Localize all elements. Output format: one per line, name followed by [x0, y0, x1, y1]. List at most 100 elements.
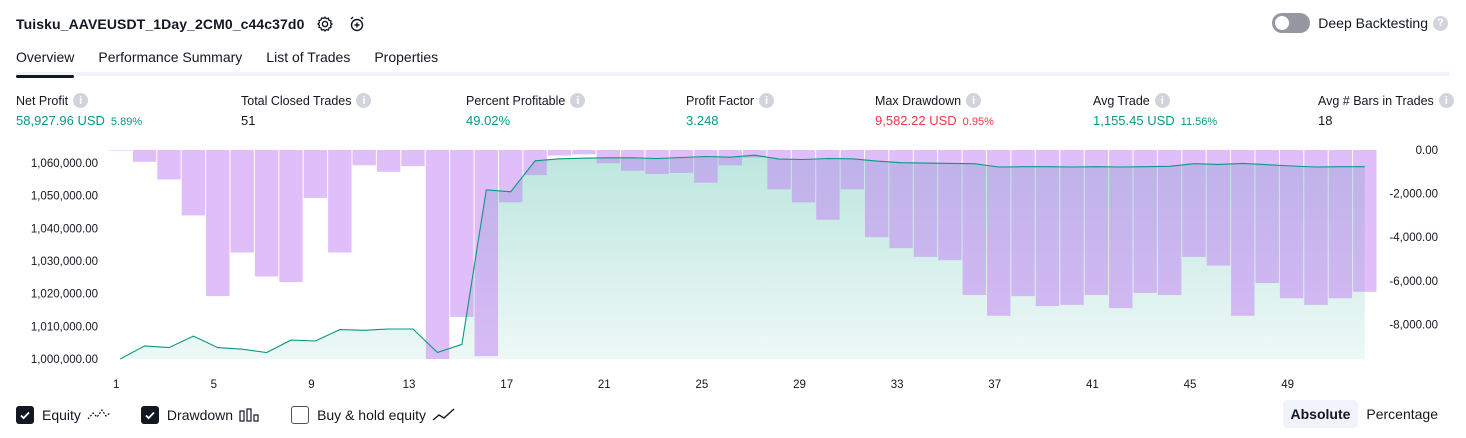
- drawdown-bar[interactable]: [767, 150, 791, 190]
- add-alert-icon[interactable]: [346, 13, 368, 35]
- drawdown-bar[interactable]: [694, 150, 718, 183]
- legend-buy-hold-equity[interactable]: Buy & hold equity: [291, 406, 456, 424]
- drawdown-bar[interactable]: [499, 150, 523, 203]
- drawdown-bar[interactable]: [157, 150, 181, 180]
- checkbox-unchecked-icon[interactable]: [291, 406, 310, 424]
- drawdown-bar[interactable]: [108, 150, 132, 151]
- drawdown-bar[interactable]: [1035, 150, 1060, 306]
- drawdown-bar[interactable]: [230, 150, 254, 253]
- checkbox-checked-icon[interactable]: [140, 406, 159, 424]
- x-tick-label: 49: [1281, 379, 1294, 391]
- chart-canvas: 1,060,000.00 1,050,000.00 1,040,000.00 1,03…: [31, 145, 1438, 391]
- legend-drawdown[interactable]: Drawdown: [140, 406, 261, 424]
- metric-value: 51: [241, 113, 256, 128]
- info-icon[interactable]: i: [356, 93, 372, 108]
- tab-overview[interactable]: Overview: [16, 46, 75, 78]
- metric-label: Avg # Bars in Trades: [1318, 93, 1434, 108]
- chart-legend: Equity Drawdown Buy & hold equity: [16, 402, 486, 428]
- checkbox-checked-icon[interactable]: [16, 406, 34, 424]
- drawdown-bar[interactable]: [1328, 150, 1353, 299]
- drawdown-bar[interactable]: [132, 150, 157, 162]
- metric-profit-factor: Profit Factor i 3.248: [686, 93, 775, 128]
- drawdown-bar[interactable]: [669, 150, 694, 173]
- y-left-tick-label: 1,010,000.00: [31, 321, 98, 333]
- drawdown-bar[interactable]: [621, 150, 645, 171]
- info-icon[interactable]: i: [1154, 93, 1170, 108]
- drawdown-bar[interactable]: [1353, 150, 1377, 292]
- tab-properties[interactable]: Properties: [374, 49, 439, 65]
- view-mode-switch: Absolute Percentage: [1282, 400, 1447, 428]
- y-right-tick-label: -4,000.00: [1389, 232, 1438, 244]
- drawdown-bar[interactable]: [181, 150, 206, 216]
- metrics-row: Net Profit i 58,927.96 USD 5.89% Total Clo…: [16, 93, 1454, 133]
- drawdown-bar[interactable]: [1206, 150, 1231, 266]
- drawdown-bar[interactable]: [1109, 150, 1133, 309]
- drawdown-bar[interactable]: [401, 150, 425, 167]
- drawdown-bar[interactable]: [1060, 150, 1084, 305]
- drawdown-bar[interactable]: [425, 150, 450, 359]
- settings-icon[interactable]: [314, 13, 336, 35]
- metric-value: 58,927.96 USD: [16, 113, 105, 128]
- info-icon[interactable]: i: [73, 93, 89, 108]
- drawdown-bar[interactable]: [865, 150, 889, 238]
- drawdown-bar[interactable]: [1231, 150, 1255, 316]
- drawdown-bar[interactable]: [596, 150, 620, 164]
- help-icon[interactable]: ?: [1433, 15, 1448, 31]
- info-icon[interactable]: i: [759, 93, 775, 108]
- drawdown-bar[interactable]: [840, 150, 864, 190]
- drawdown-bar[interactable]: [303, 150, 328, 198]
- drawdown-bar[interactable]: [1084, 150, 1109, 295]
- x-tick-label: 9: [308, 379, 314, 391]
- drawdown-bar[interactable]: [816, 150, 840, 220]
- metric-percent: 11.56%: [1180, 116, 1218, 128]
- drawdown-bar[interactable]: [450, 150, 474, 317]
- drawdown-bar[interactable]: [743, 150, 767, 158]
- drawdown-bar[interactable]: [962, 150, 986, 295]
- legend-equity[interactable]: Equity: [16, 406, 111, 424]
- info-icon[interactable]: i: [966, 93, 982, 108]
- drawdown-bar[interactable]: [1133, 150, 1157, 293]
- drawdown-bar[interactable]: [572, 150, 596, 155]
- drawdown-bar[interactable]: [206, 150, 230, 297]
- x-tick-label: 5: [211, 379, 217, 391]
- drawdown-bar[interactable]: [1304, 150, 1328, 305]
- y-left-tick-label: 1,060,000.00: [31, 158, 98, 170]
- y-right-tick-label: -6,000.00: [1389, 276, 1438, 288]
- drawdown-bar[interactable]: [1182, 150, 1206, 257]
- drawdown-bar[interactable]: [938, 150, 962, 261]
- drawdown-bar[interactable]: [474, 150, 498, 357]
- tab-performance-summary[interactable]: Performance Summary: [98, 49, 243, 65]
- drawdown-bar[interactable]: [1157, 150, 1182, 295]
- y-left-tick-label: 1,000,000.00: [31, 354, 98, 366]
- drawdown-bar[interactable]: [1279, 150, 1304, 299]
- drawdown-bar[interactable]: [1255, 150, 1279, 284]
- drawdown-bar[interactable]: [254, 150, 279, 277]
- strategy-title: Tuisku_AAVEUSDT_1Day_2CM0_c44c37d0: [16, 16, 305, 32]
- metric-label: Profit Factor: [686, 93, 755, 108]
- x-tick-label: 13: [403, 379, 416, 391]
- tab-list-of-trades[interactable]: List of Trades: [266, 49, 351, 65]
- drawdown-bar[interactable]: [1011, 150, 1035, 297]
- metric-percent: 0.95%: [962, 116, 994, 128]
- info-icon[interactable]: i: [1438, 93, 1454, 108]
- x-tick-label: 25: [696, 379, 709, 391]
- drawdown-bar[interactable]: [328, 150, 352, 253]
- drawdown-bar[interactable]: [547, 150, 572, 156]
- drawdown-bar[interactable]: [376, 150, 401, 172]
- strategy-header: Tuisku_AAVEUSDT_1Day_2CM0_c44c37d0: [16, 12, 368, 36]
- absolute-button[interactable]: Absolute: [1282, 400, 1359, 428]
- drawdown-bar[interactable]: [791, 150, 816, 203]
- deep-backtesting-toggle[interactable]: [1272, 13, 1311, 33]
- drawdown-bar[interactable]: [987, 150, 1011, 316]
- x-tick-label: 45: [1184, 379, 1197, 391]
- deep-backtesting-label: Deep Backtesting: [1318, 15, 1428, 31]
- info-icon[interactable]: i: [570, 93, 586, 108]
- drawdown-bar[interactable]: [352, 150, 376, 166]
- drawdown-bar[interactable]: [913, 150, 938, 257]
- percentage-button[interactable]: Percentage: [1366, 406, 1438, 422]
- drawdown-bar[interactable]: [279, 150, 303, 282]
- metric-label: Max Drawdown: [875, 93, 962, 108]
- drawdown-bar[interactable]: [889, 150, 913, 249]
- drawdown-bar[interactable]: [645, 150, 669, 174]
- x-tick-label: 21: [598, 379, 611, 391]
